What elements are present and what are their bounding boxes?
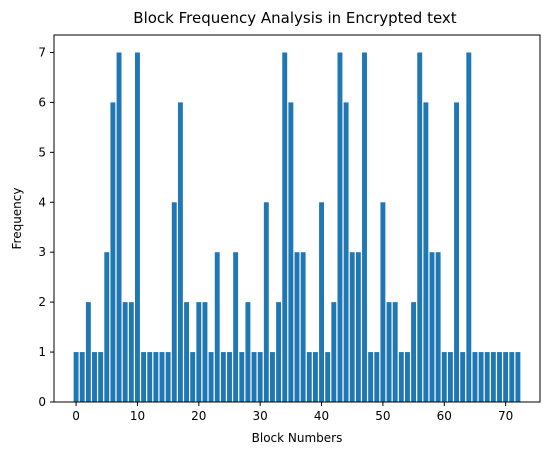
bar-3	[92, 352, 97, 402]
bar-55	[411, 302, 417, 402]
bar-58	[429, 252, 435, 402]
bar-20	[196, 302, 202, 402]
bar-51	[386, 302, 392, 402]
x-tick-label: 60	[437, 409, 452, 423]
bar-26	[233, 252, 239, 402]
bar-30	[257, 352, 263, 402]
bar-42	[331, 302, 337, 402]
bar-70	[503, 352, 509, 402]
bar-57	[423, 102, 429, 402]
bar-31	[263, 202, 269, 402]
bar-46	[355, 252, 361, 402]
bar-71	[509, 352, 515, 402]
x-ticks: 0 10 20 30 40 50 60 70	[72, 402, 513, 423]
chart-title: Block Frequency Analysis in Encrypted te…	[133, 9, 457, 27]
y-tick-label: 5	[38, 145, 46, 159]
plot-frame	[53, 34, 541, 403]
bar-35	[288, 102, 294, 402]
bar-18	[184, 302, 189, 402]
x-tick-label: 20	[191, 409, 206, 423]
bar-32	[270, 352, 275, 402]
x-tick-label: 10	[130, 409, 145, 423]
y-axis-label: Frequency	[10, 188, 24, 250]
bar-19	[190, 352, 196, 402]
bar-67	[484, 352, 490, 402]
x-tick-label: 40	[314, 409, 329, 423]
bar-56	[417, 52, 423, 402]
bar-10	[135, 52, 140, 402]
bar-5	[104, 252, 110, 402]
x-tick-label: 0	[72, 409, 80, 423]
bar-13	[153, 352, 159, 402]
bar-12	[147, 352, 153, 402]
bar-65	[472, 352, 478, 402]
bar-34	[282, 52, 288, 402]
bar-9	[128, 302, 134, 402]
y-tick-label: 3	[38, 245, 46, 259]
bar-64	[466, 52, 472, 402]
bar-36	[294, 252, 300, 402]
bar-61	[447, 352, 453, 402]
bar-7	[116, 52, 122, 402]
bar-29	[251, 352, 257, 402]
bar-14	[159, 352, 165, 402]
y-tick-label: 2	[38, 295, 46, 309]
bar-2	[85, 302, 91, 402]
bar-40	[319, 202, 324, 402]
bar-28	[245, 302, 251, 402]
y-tick-label: 6	[38, 95, 46, 109]
bar-52	[392, 302, 398, 402]
y-tick-label: 0	[38, 395, 46, 409]
bar-50	[380, 202, 386, 402]
bar-45	[349, 252, 355, 402]
bar-27	[239, 352, 245, 402]
bar-48	[368, 352, 374, 402]
bar-21	[202, 302, 208, 402]
bar-54	[405, 352, 410, 402]
bar-41	[325, 352, 331, 402]
y-ticks: 0 1 2 3 4 5 6 7	[38, 45, 54, 409]
bar-68	[490, 352, 496, 402]
bar-47	[362, 52, 367, 402]
bar-38	[306, 352, 312, 402]
bar-11	[141, 352, 147, 402]
bar-22	[208, 352, 214, 402]
bar-44	[343, 102, 349, 402]
x-axis-label: Block Numbers	[252, 431, 343, 445]
bar-16	[171, 202, 177, 402]
bar-66	[478, 352, 484, 402]
bar-23	[214, 252, 220, 402]
bar-0	[73, 352, 79, 402]
bar-69	[497, 352, 502, 402]
bar-17	[177, 102, 183, 402]
bar-53	[398, 352, 404, 402]
bar-25	[227, 352, 232, 402]
bar-59	[435, 252, 441, 402]
bar-6	[110, 102, 116, 402]
bar-72	[515, 352, 521, 402]
bars-group	[73, 52, 521, 402]
bar-1	[79, 352, 85, 402]
bar-37	[300, 252, 306, 402]
bar-49	[374, 352, 380, 402]
y-tick-label: 7	[38, 45, 46, 59]
bar-60	[441, 352, 447, 402]
x-tick-label: 30	[253, 409, 268, 423]
bar-8	[122, 302, 128, 402]
bar-43	[337, 52, 343, 402]
x-tick-label: 50	[375, 409, 390, 423]
bar-4	[98, 352, 104, 402]
y-tick-label: 1	[38, 345, 46, 359]
y-tick-label: 4	[38, 195, 46, 209]
bar-15	[165, 352, 171, 402]
bar-24	[220, 352, 226, 402]
x-tick-label: 70	[498, 409, 513, 423]
bar-63	[460, 352, 466, 402]
bar-62	[454, 102, 459, 402]
bar-39	[312, 352, 318, 402]
bar-33	[276, 302, 282, 402]
